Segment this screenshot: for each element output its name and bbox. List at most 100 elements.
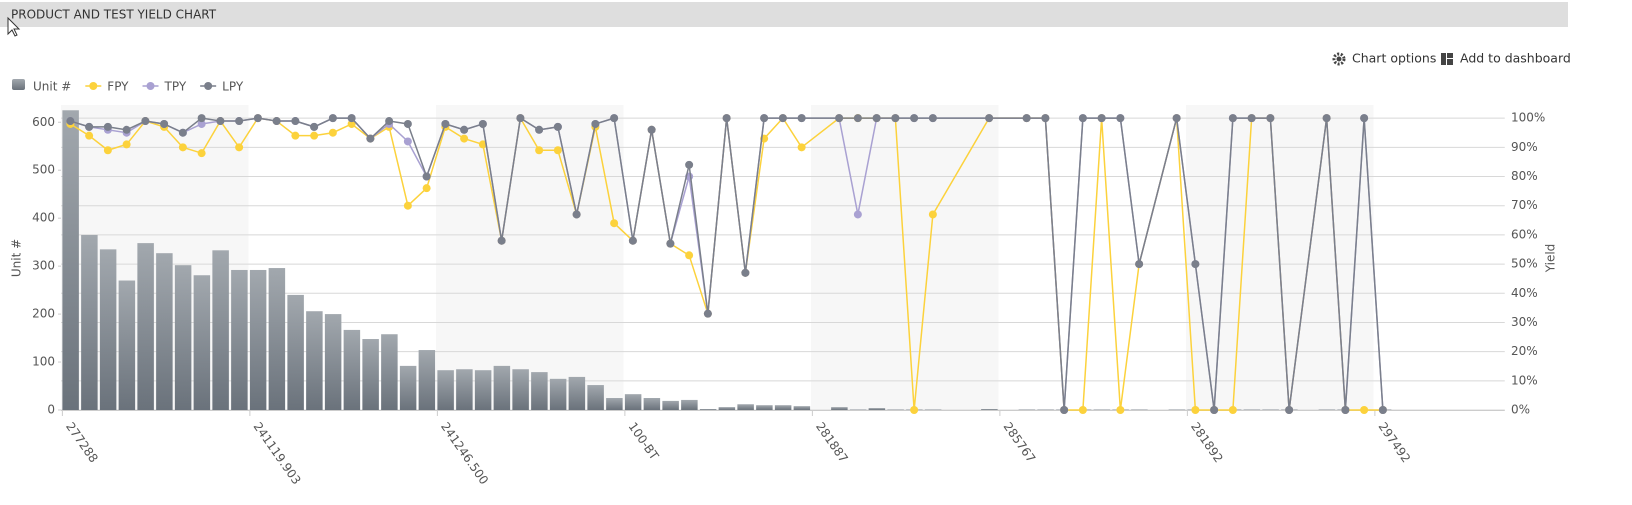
legend-item: FPY xyxy=(85,80,129,94)
point xyxy=(1322,114,1331,123)
x-tick-label: 277288 xyxy=(63,420,101,466)
point xyxy=(872,114,881,123)
point xyxy=(478,140,487,149)
point xyxy=(985,114,994,123)
bar xyxy=(81,234,98,410)
y-tick-label: 600 xyxy=(32,115,55,129)
bar xyxy=(718,407,736,410)
point xyxy=(178,143,187,152)
chart-options-label: Chart options xyxy=(1352,51,1436,66)
point xyxy=(328,114,337,123)
point xyxy=(928,114,937,123)
point xyxy=(253,114,262,123)
point xyxy=(628,236,637,245)
point xyxy=(291,131,300,140)
point xyxy=(760,114,769,123)
point xyxy=(516,114,525,123)
y2-tick-label: 50% xyxy=(1511,257,1538,271)
bar xyxy=(549,378,567,410)
point xyxy=(160,119,169,128)
point xyxy=(310,122,319,131)
x-tick-label: 241246.500 xyxy=(438,420,491,487)
point xyxy=(478,119,487,128)
point xyxy=(835,114,844,123)
point xyxy=(797,114,806,123)
point xyxy=(928,210,937,219)
bar xyxy=(99,249,117,410)
point xyxy=(103,122,112,131)
point xyxy=(122,140,131,149)
add-dashboard-label: Add to dashboard xyxy=(1460,51,1571,66)
point xyxy=(85,131,94,140)
point xyxy=(666,239,675,248)
point xyxy=(553,122,562,131)
y-tick-label: 0 xyxy=(47,403,55,417)
bar xyxy=(212,250,229,410)
point xyxy=(1378,406,1387,414)
point xyxy=(1116,406,1125,414)
point xyxy=(1228,114,1237,123)
point xyxy=(66,117,75,126)
dash-icon xyxy=(1447,53,1453,58)
point xyxy=(610,219,619,228)
point xyxy=(197,119,206,128)
legend-label: LPY xyxy=(222,80,244,94)
bar xyxy=(156,253,173,410)
point xyxy=(1247,114,1256,123)
y2-tick-label: 60% xyxy=(1511,227,1538,241)
bar xyxy=(287,294,304,410)
bar xyxy=(418,350,436,410)
point xyxy=(403,201,412,210)
point xyxy=(1285,406,1294,414)
bar xyxy=(62,110,79,411)
bar xyxy=(249,269,267,410)
point xyxy=(910,406,919,414)
point xyxy=(141,117,150,126)
x-tick-label: 297492 xyxy=(1376,420,1414,466)
gear-icon xyxy=(1332,52,1346,66)
y2-axis-title: Yield xyxy=(1544,244,1558,274)
point xyxy=(1191,406,1200,414)
point xyxy=(1060,406,1069,414)
bar xyxy=(587,385,604,410)
point xyxy=(1228,406,1237,414)
bar xyxy=(868,408,886,410)
y2-tick-label: 10% xyxy=(1511,373,1538,387)
point xyxy=(647,125,656,134)
cursor xyxy=(7,16,21,37)
bar xyxy=(474,370,492,410)
point xyxy=(460,125,469,134)
point xyxy=(1191,260,1200,269)
y2-tick-label: 30% xyxy=(1511,315,1538,329)
gear-center xyxy=(1336,56,1342,62)
point xyxy=(122,125,131,134)
chart-options-button[interactable]: Chart options xyxy=(1332,51,1436,66)
bar xyxy=(193,275,211,410)
bar xyxy=(756,405,773,410)
y2-tick-label: 100% xyxy=(1511,111,1545,125)
point xyxy=(797,143,806,152)
point xyxy=(853,114,862,123)
legend-label: FPY xyxy=(107,80,129,94)
point xyxy=(422,184,431,193)
add-dashboard-button[interactable]: Add to dashboard xyxy=(1441,51,1571,66)
y-tick-label: 300 xyxy=(32,259,55,273)
bar xyxy=(306,311,323,410)
bar xyxy=(512,369,529,410)
y2-tick-label: 0% xyxy=(1511,403,1530,417)
point xyxy=(1097,114,1106,123)
point xyxy=(685,160,694,169)
bar xyxy=(681,399,698,410)
legend-item: Unit # xyxy=(12,79,71,94)
point xyxy=(85,122,94,131)
point xyxy=(178,128,187,137)
point xyxy=(553,146,562,155)
point xyxy=(441,119,450,128)
point xyxy=(591,119,600,128)
point xyxy=(1116,114,1125,123)
y-tick-label: 500 xyxy=(32,163,55,177)
y2-tick-label: 90% xyxy=(1511,140,1538,154)
